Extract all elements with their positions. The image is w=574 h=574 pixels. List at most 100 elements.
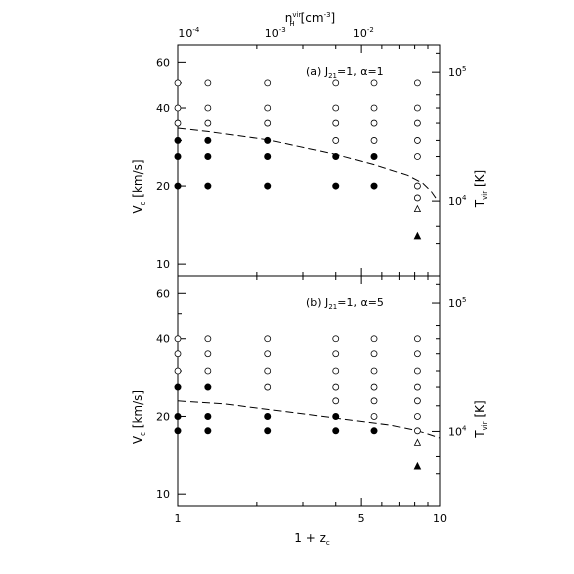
filled-circle-point — [174, 182, 182, 190]
filled-circle-point — [264, 153, 272, 161]
right-axis-label: Tvir [K] — [473, 170, 489, 208]
filled-circle-point — [204, 412, 212, 420]
open-circle-point — [204, 367, 212, 375]
filled-circle-point — [204, 427, 212, 435]
open-circle-point — [414, 194, 421, 202]
panel-a: 10 20 40 60 104 105 Vc [km/s] Tvir [K] (a) J21=1… — [131, 11, 489, 277]
open-circle-point — [414, 367, 421, 375]
y-tick-label: 10 — [156, 488, 170, 501]
x-axis-label: 1 + zc — [294, 531, 330, 547]
open-circle-point — [370, 350, 378, 358]
open-circle-point — [332, 79, 340, 87]
open-triangle-point — [413, 438, 422, 446]
open-circle-point — [174, 119, 182, 127]
y-tick-label: 60 — [156, 56, 170, 69]
open-circle-point — [332, 104, 340, 112]
threshold-line — [177, 127, 439, 201]
open-circle-point — [414, 119, 421, 127]
open-circle-point — [264, 383, 272, 391]
x-tick-label: 10 — [433, 512, 447, 525]
open-circle-point — [370, 104, 378, 112]
open-circle-point — [264, 79, 272, 87]
filled-circle-point — [174, 383, 182, 391]
top-tick-label: 10-2 — [353, 26, 374, 40]
open-circle-point — [370, 137, 378, 144]
top-tick-label: 10-4 — [178, 26, 200, 40]
open-circle-point — [332, 335, 340, 343]
open-circle-point — [414, 350, 421, 358]
open-circle-point — [264, 104, 272, 112]
filled-circle-point — [264, 136, 272, 144]
panel-frame — [177, 275, 441, 507]
open-circle-point — [414, 427, 421, 435]
open-circle-point — [414, 335, 421, 343]
open-circle-point — [174, 350, 182, 358]
filled-circle-point — [174, 136, 182, 144]
open-circle-point — [414, 153, 421, 160]
filled-circle-point — [204, 182, 212, 190]
open-circle-point — [264, 335, 272, 343]
right-tick-label: 104 — [448, 424, 467, 438]
x-tick-label: 1 — [175, 512, 182, 525]
open-circle-point — [370, 367, 378, 375]
filled-circle-point — [264, 427, 272, 435]
open-circle-point — [332, 350, 340, 358]
open-circle-point — [332, 137, 340, 144]
open-circle-point — [414, 104, 421, 112]
threshold-line — [177, 400, 441, 439]
filled-circle-point — [370, 427, 378, 435]
open-circle-point — [264, 350, 272, 358]
filled-circle-point — [174, 153, 182, 161]
open-circle-point — [370, 335, 378, 343]
open-circle-point — [370, 119, 378, 127]
y-tick-label: 40 — [156, 102, 170, 115]
filled-circle-point — [174, 427, 182, 435]
right-tick-label: 105 — [448, 65, 466, 79]
open-circle-point — [414, 79, 421, 87]
open-circle-point — [174, 104, 182, 112]
open-circle-point — [332, 397, 340, 405]
open-circle-point — [264, 119, 272, 127]
filled-circle-point — [204, 136, 212, 144]
panel-frame — [177, 44, 441, 277]
open-circle-point — [174, 79, 182, 87]
open-circle-point — [264, 367, 272, 375]
right-tick-label: 104 — [448, 194, 467, 208]
y-tick-label: 20 — [156, 180, 170, 193]
y-tick-label: 10 — [156, 258, 170, 271]
filled-triangle-point — [413, 231, 422, 240]
panel-annotation: (b) J21=1, α=5 — [306, 296, 384, 311]
open-circle-point — [414, 383, 421, 391]
right-tick-label: 105 — [448, 296, 466, 310]
open-circle-point — [174, 335, 182, 343]
y-axis-label: Vc [km/s] — [131, 390, 147, 444]
filled-circle-point — [370, 182, 378, 190]
y-axis-label: Vc [km/s] — [131, 159, 147, 213]
filled-circle-point — [264, 412, 272, 420]
top-axis-label: nvir H [cm-3] — [285, 11, 335, 28]
open-circle-point — [370, 397, 378, 405]
filled-circle-point — [332, 427, 340, 435]
panel-annotation: (a) J21=1, α=1 — [306, 65, 384, 80]
open-triangle-point — [413, 204, 422, 213]
top-tick-label: 10-3 — [265, 26, 286, 40]
open-circle-point — [370, 79, 378, 87]
y-tick-label: 60 — [156, 287, 170, 300]
filled-triangle-point — [413, 461, 422, 470]
filled-circle-point — [370, 153, 378, 161]
open-circle-point — [174, 367, 182, 375]
filled-circle-point — [264, 182, 272, 190]
x-tick-label: 5 — [358, 512, 365, 525]
filled-circle-point — [332, 182, 340, 190]
open-circle-point — [332, 383, 340, 391]
right-axis-label: Tvir [K] — [473, 400, 489, 438]
open-circle-point — [370, 413, 378, 420]
open-circle-point — [414, 182, 421, 190]
open-circle-point — [332, 367, 340, 375]
filled-circle-point — [204, 383, 212, 391]
open-circle-point — [204, 335, 212, 343]
open-circle-point — [414, 413, 421, 420]
y-tick-label: 40 — [156, 333, 170, 346]
